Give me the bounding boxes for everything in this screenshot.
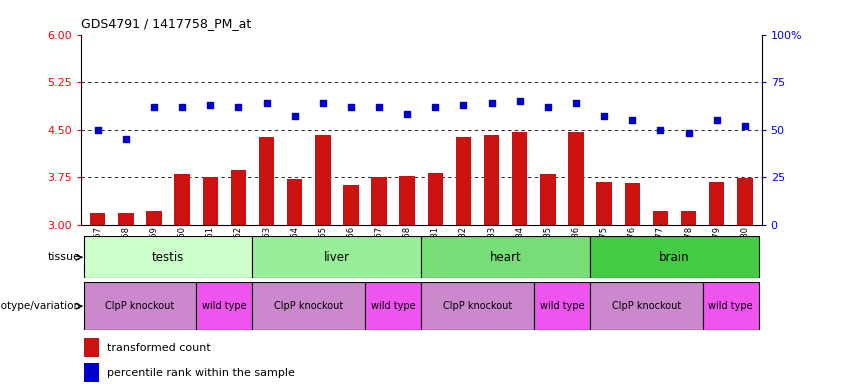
- Bar: [287, 179, 302, 225]
- Point: [682, 130, 695, 136]
- Bar: [365, 282, 421, 330]
- Text: ClpP knockout: ClpP knockout: [443, 301, 512, 311]
- Point: [344, 104, 357, 110]
- Text: liver: liver: [324, 251, 350, 264]
- Bar: [399, 176, 415, 225]
- Bar: [737, 179, 752, 225]
- Point: [513, 98, 527, 104]
- Bar: [653, 211, 668, 225]
- Bar: [568, 131, 584, 225]
- Text: wild type: wild type: [371, 301, 415, 311]
- Bar: [371, 177, 387, 225]
- Bar: [118, 213, 134, 225]
- Point: [569, 100, 583, 106]
- Point: [203, 102, 217, 108]
- Bar: [703, 282, 759, 330]
- Bar: [259, 137, 274, 225]
- Text: wild type: wild type: [202, 301, 247, 311]
- Text: testis: testis: [151, 251, 185, 264]
- Point: [654, 127, 667, 133]
- Point: [457, 102, 471, 108]
- Point: [541, 104, 555, 110]
- Bar: [625, 184, 640, 225]
- Bar: [253, 282, 365, 330]
- Point: [231, 104, 245, 110]
- Text: genotype/variation: genotype/variation: [0, 301, 80, 311]
- Bar: [421, 236, 590, 278]
- Text: ClpP knockout: ClpP knockout: [274, 301, 343, 311]
- Bar: [197, 282, 253, 330]
- Point: [316, 100, 329, 106]
- Point: [400, 111, 414, 118]
- Point: [625, 117, 639, 123]
- Point: [738, 123, 751, 129]
- Bar: [540, 174, 556, 225]
- Point: [372, 104, 386, 110]
- Text: heart: heart: [490, 251, 522, 264]
- Point: [260, 100, 273, 106]
- Bar: [90, 213, 106, 225]
- Bar: [455, 137, 471, 225]
- Text: wild type: wild type: [708, 301, 753, 311]
- Point: [91, 127, 105, 133]
- Bar: [253, 236, 421, 278]
- Bar: [84, 363, 100, 382]
- Bar: [484, 135, 500, 225]
- Point: [119, 136, 133, 142]
- Point: [597, 113, 611, 119]
- Text: brain: brain: [660, 251, 690, 264]
- Bar: [146, 211, 162, 225]
- Bar: [174, 174, 190, 225]
- Bar: [427, 173, 443, 225]
- Bar: [203, 177, 218, 225]
- Bar: [590, 236, 759, 278]
- Bar: [83, 236, 253, 278]
- Text: tissue: tissue: [48, 252, 80, 262]
- Bar: [709, 182, 724, 225]
- Point: [429, 104, 443, 110]
- Bar: [84, 338, 100, 357]
- Point: [710, 117, 723, 123]
- Bar: [534, 282, 590, 330]
- Bar: [421, 282, 534, 330]
- Bar: [83, 282, 197, 330]
- Bar: [315, 135, 330, 225]
- Text: GDS4791 / 1417758_PM_at: GDS4791 / 1417758_PM_at: [81, 17, 251, 30]
- Bar: [343, 185, 358, 225]
- Text: transformed count: transformed count: [106, 343, 210, 353]
- Text: ClpP knockout: ClpP knockout: [106, 301, 174, 311]
- Text: wild type: wild type: [540, 301, 585, 311]
- Point: [175, 104, 189, 110]
- Bar: [231, 169, 246, 225]
- Bar: [590, 282, 703, 330]
- Bar: [681, 211, 696, 225]
- Text: percentile rank within the sample: percentile rank within the sample: [106, 368, 294, 378]
- Text: ClpP knockout: ClpP knockout: [612, 301, 681, 311]
- Bar: [597, 182, 612, 225]
- Bar: [512, 131, 528, 225]
- Point: [485, 100, 499, 106]
- Point: [147, 104, 161, 110]
- Point: [288, 113, 301, 119]
